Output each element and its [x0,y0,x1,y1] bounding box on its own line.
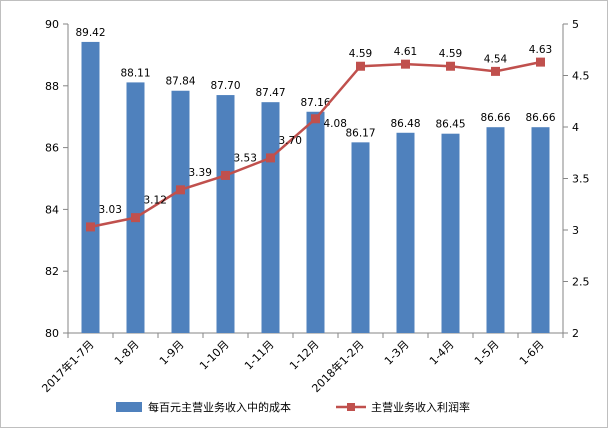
x-tick-label: 1-8月 [112,338,142,368]
bar [81,41,100,334]
legend: 每百元主营业务收入中的成本 主营业务收入利润率 [116,400,470,414]
bar-value-label: 87.70 [210,80,240,92]
left-tick-label: 80 [45,327,59,340]
line-point [401,59,410,69]
line-point [86,222,95,232]
x-tick-label: 2017年1-7月 [39,337,97,395]
legend-swatch-bar [116,402,142,412]
left-tick-label: 86 [45,142,59,155]
bar-value-label: 86.48 [390,118,420,130]
line-point [446,61,455,71]
x-tick-label: 1-5月 [472,338,502,368]
right-tick-label: 3 [572,224,579,237]
line-point [176,185,185,195]
x-tick-label: 1-3月 [382,338,412,368]
bar-value-label: 87.47 [255,87,285,99]
line-value-label: 4.08 [324,118,347,130]
line-value-label: 4.61 [394,46,417,58]
line-value-label: 3.39 [189,167,212,179]
x-tick-labels-layer: 2017年1-7月 1-8月 1-9月 1-10月 1-11月 1-12月2018年1-2… [39,337,547,395]
right-tick-label: 5 [572,18,579,31]
line-value-label: 4.54 [484,53,508,65]
legend-label-line: 主营业务收入利润率 [371,400,470,414]
x-tick-label: 1-4月 [427,338,457,368]
bar-labels-layer: 89.42 88.11 87.84 87.70 87.47 87.16 86.17 86.48… [75,27,555,139]
x-tick-label: 1-11月 [242,338,277,373]
bar [216,95,235,333]
line-value-label: 4.59 [439,48,462,60]
x-tick-label: 1-6月 [517,338,547,368]
bar [126,82,145,333]
bar-value-label: 86.17 [345,127,375,139]
bar [351,142,370,333]
legend-label-bar: 每百元主营业务收入中的成本 [148,400,291,414]
left-tick-label: 90 [45,18,59,31]
line-point [221,170,230,180]
right-tick-label: 2 [572,327,579,340]
line-point [356,61,365,71]
x-tick-label: 1-10月 [197,338,232,373]
bar-value-label: 86.66 [480,112,510,124]
line-value-label: 4.63 [529,44,552,56]
x-tick-label: 1-12月 [287,338,322,373]
bar-value-label: 86.45 [435,119,465,131]
right-tick-label: 3.5 [572,173,590,186]
line-value-label: 3.12 [144,195,167,207]
bar-value-label: 87.16 [300,97,330,109]
left-tick-label: 88 [45,80,59,93]
bar [486,127,505,334]
line-point [131,213,140,223]
bar [531,127,550,334]
bar-value-label: 87.84 [165,76,195,88]
bar-value-label: 88.11 [120,67,150,79]
bar-value-label: 86.66 [525,112,555,124]
line-point [266,153,275,163]
right-tick-label: 2.5 [572,276,590,289]
line-layer [86,57,545,232]
line-point [536,57,545,67]
right-tick-label: 4.5 [572,70,590,83]
bar [261,102,280,333]
bar [396,132,415,333]
line-value-label: 3.70 [279,135,302,147]
left-tick-label: 82 [45,265,59,278]
bars-layer [81,41,550,334]
x-tick-label: 1-9月 [157,338,187,368]
line-point [491,66,500,76]
bar [171,90,190,333]
legend-swatch-marker [347,403,355,411]
left-tick-label: 84 [45,203,59,216]
bar [306,111,325,333]
bar-value-label: 89.42 [75,27,105,39]
line-value-label: 4.59 [349,48,372,60]
bar [441,133,460,333]
line-value-label: 3.53 [234,152,257,164]
axes-layer: 80 82 84 86 88 90 2 2.5 3 3.5 4 4.5 5 [45,18,590,340]
right-tick-label: 4 [572,121,579,134]
line-point [311,114,320,124]
line-value-label: 3.03 [99,204,122,216]
line-labels-layer: 3.03 3.12 3.39 3.53 3.70 4.08 4.59 4.61 4.59 4.54… [99,44,553,216]
